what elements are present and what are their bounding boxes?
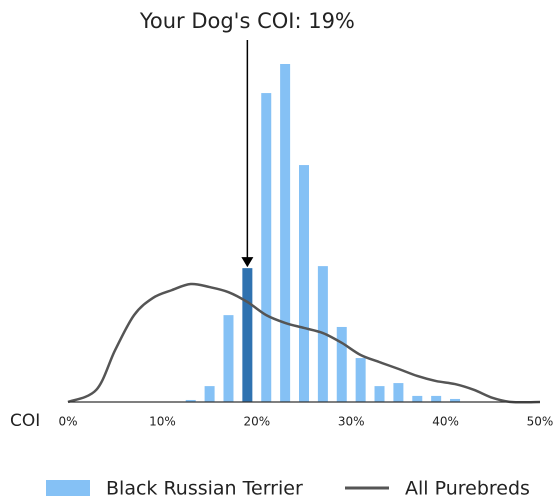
x-tick-label: 20% <box>243 415 270 429</box>
x-axis-label: COI <box>10 411 40 431</box>
bar <box>393 383 404 402</box>
x-tick-label: 50% <box>527 415 554 429</box>
bar <box>242 268 253 402</box>
bar <box>185 399 196 402</box>
bar <box>374 386 385 402</box>
bar <box>223 315 234 402</box>
bar <box>261 93 272 403</box>
legend-label: All Purebreds <box>405 478 530 500</box>
bar <box>412 395 423 402</box>
legend-swatch <box>46 480 90 496</box>
bar <box>431 395 442 402</box>
density-line <box>67 282 541 404</box>
bar <box>450 398 461 402</box>
bar <box>280 64 291 402</box>
x-tick-label: 0% <box>58 415 77 429</box>
legend-label: Black Russian Terrier <box>106 478 303 500</box>
x-tick-label: 40% <box>432 415 459 429</box>
bar <box>204 386 215 402</box>
bar <box>355 358 366 402</box>
bar <box>336 326 347 402</box>
x-tick-label: 10% <box>149 415 176 429</box>
x-tick-label: 30% <box>338 415 365 429</box>
bar <box>299 165 309 402</box>
annotation: Your Dog's COI: 19% <box>139 9 355 33</box>
